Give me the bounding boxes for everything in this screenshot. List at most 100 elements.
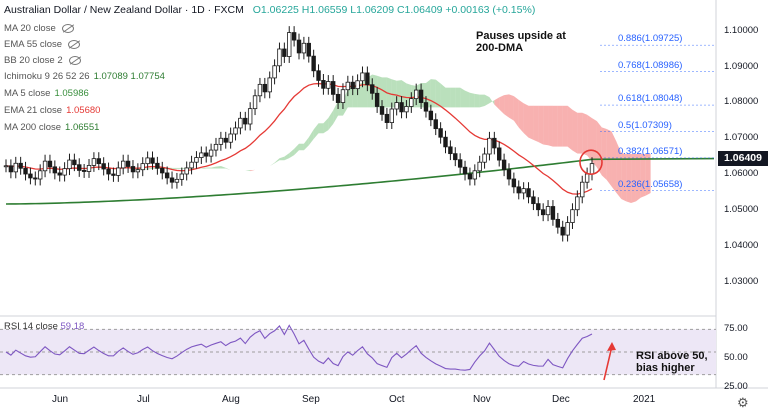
ichimoku-cloud-segment xyxy=(465,90,470,108)
fib-level-label: 0.768(1.08986) xyxy=(618,59,683,71)
hidden-eye-icon[interactable] xyxy=(61,23,74,33)
candle-body xyxy=(311,55,316,72)
candle-body xyxy=(42,160,48,172)
candle-body xyxy=(589,163,595,175)
ichimoku-cloud-segment xyxy=(333,101,339,124)
indicator-ma20[interactable]: MA 20 close xyxy=(4,23,74,34)
ichimoku-cloud-segment xyxy=(220,166,226,169)
candle-body xyxy=(91,158,97,166)
candle-body xyxy=(121,160,126,169)
time-tick: Dec xyxy=(552,394,570,405)
candle-body xyxy=(37,170,43,180)
ichimoku-cloud-segment xyxy=(582,112,588,156)
candle-body xyxy=(389,108,394,123)
ichimoku-cloud-segment xyxy=(382,77,387,108)
ichimoku-cloud-segment xyxy=(577,112,583,154)
ichimoku-cloud-segment xyxy=(250,169,256,172)
symbol-title: Australian Dollar / New Zealand Dollar ·… xyxy=(4,4,244,16)
candle-body xyxy=(218,137,224,145)
rsi-arrow xyxy=(603,345,613,381)
indicator-bb20[interactable]: BB 20 close 2 xyxy=(4,55,81,66)
price-tick: 1.08000 xyxy=(724,96,759,107)
candle-body xyxy=(506,169,512,180)
fib-level-label: 0.5(1.07309) xyxy=(618,119,672,131)
candle-body xyxy=(335,93,341,103)
candle-body xyxy=(282,48,287,57)
time-tick: Jul xyxy=(137,394,150,405)
candle-body xyxy=(13,162,18,173)
candle-body xyxy=(155,162,160,169)
candle-body xyxy=(540,209,546,216)
ichimoku-cloud-segment xyxy=(342,89,348,116)
ichimoku-cloud-segment xyxy=(621,152,627,202)
indicator-ichimoku[interactable]: Ichimoku 9 26 52 26 1.07089 1.07754 xyxy=(4,71,165,82)
ichimoku-cloud-segment xyxy=(528,105,534,140)
candle-body xyxy=(272,65,277,79)
ichimoku-cloud-segment xyxy=(552,105,558,147)
candle-body xyxy=(3,165,9,168)
ichimoku-cloud-segment xyxy=(572,109,578,154)
ichimoku-cloud-segment xyxy=(440,83,446,108)
candle-body xyxy=(418,89,424,103)
ichimoku-cloud-segment xyxy=(635,154,641,202)
candle-body xyxy=(409,98,414,107)
ichimoku-cloud-segment xyxy=(323,118,329,134)
candle-body xyxy=(228,133,233,143)
candle-body xyxy=(374,92,380,107)
candle-body xyxy=(204,152,209,157)
candle-body xyxy=(116,167,121,176)
candle-body xyxy=(580,181,585,198)
candle-body xyxy=(345,81,351,91)
candle-body xyxy=(443,136,448,148)
ohlc-readout: O1.06225 H1.06559 L1.06209 C1.06409 +0.0… xyxy=(252,4,536,16)
candle-body xyxy=(301,42,307,54)
candle-body xyxy=(33,177,38,180)
candle-body xyxy=(531,196,536,205)
ichimoku-cloud-segment xyxy=(347,85,353,108)
ichimoku-cloud-segment xyxy=(455,87,461,108)
ichimoku-cloud-segment xyxy=(206,167,212,169)
indicator-ema55[interactable]: EMA 55 close xyxy=(4,39,81,50)
candle-body xyxy=(130,166,136,173)
candle-body xyxy=(140,163,145,171)
candle-body xyxy=(330,81,336,95)
ichimoku-cloud-segment xyxy=(445,87,451,108)
time-tick: 2021 xyxy=(633,394,656,405)
indicator-ema21[interactable]: EMA 21 close 1.05680 xyxy=(4,105,101,116)
ichimoku-cloud-segment xyxy=(313,123,319,139)
ichimoku-cloud-segment xyxy=(450,87,456,108)
candle-body xyxy=(160,167,165,174)
candle-body xyxy=(106,168,111,175)
ichimoku-cloud-segment xyxy=(562,105,568,147)
candle-body xyxy=(340,89,346,103)
candle-body xyxy=(492,137,497,149)
ichimoku-cloud-segment xyxy=(352,84,358,108)
candle-body xyxy=(462,166,468,175)
ichimoku-cloud-segment xyxy=(284,153,290,161)
rsi-tick: 50.00 xyxy=(724,352,748,363)
candle-body xyxy=(72,159,77,166)
time-tick: Nov xyxy=(473,394,491,405)
candle-body xyxy=(355,80,360,90)
candle-body xyxy=(536,203,541,211)
candle-body xyxy=(174,178,180,183)
candle-body xyxy=(565,222,570,236)
candle-body xyxy=(379,106,385,115)
candle-body xyxy=(497,147,502,161)
indicator-ma200[interactable]: MA 200 close 1.06551 xyxy=(4,122,100,133)
indicator-ma5[interactable]: MA 5 close 1.05986 xyxy=(4,88,89,99)
time-tick: Sep xyxy=(302,394,320,405)
gear-icon[interactable]: ⚙ xyxy=(737,395,749,410)
candle-body xyxy=(423,102,429,112)
candle-body xyxy=(28,173,33,179)
ichimoku-cloud-segment xyxy=(396,80,402,108)
hidden-eye-icon[interactable] xyxy=(68,39,81,49)
ichimoku-cloud-segment xyxy=(592,118,597,168)
candle-body xyxy=(394,102,399,110)
price-tick: 1.04000 xyxy=(724,240,759,251)
candle-body xyxy=(77,164,82,171)
ichimoku-cloud-segment xyxy=(401,80,407,108)
hidden-eye-icon[interactable] xyxy=(68,55,81,65)
ichimoku-cloud-segment xyxy=(299,143,304,151)
